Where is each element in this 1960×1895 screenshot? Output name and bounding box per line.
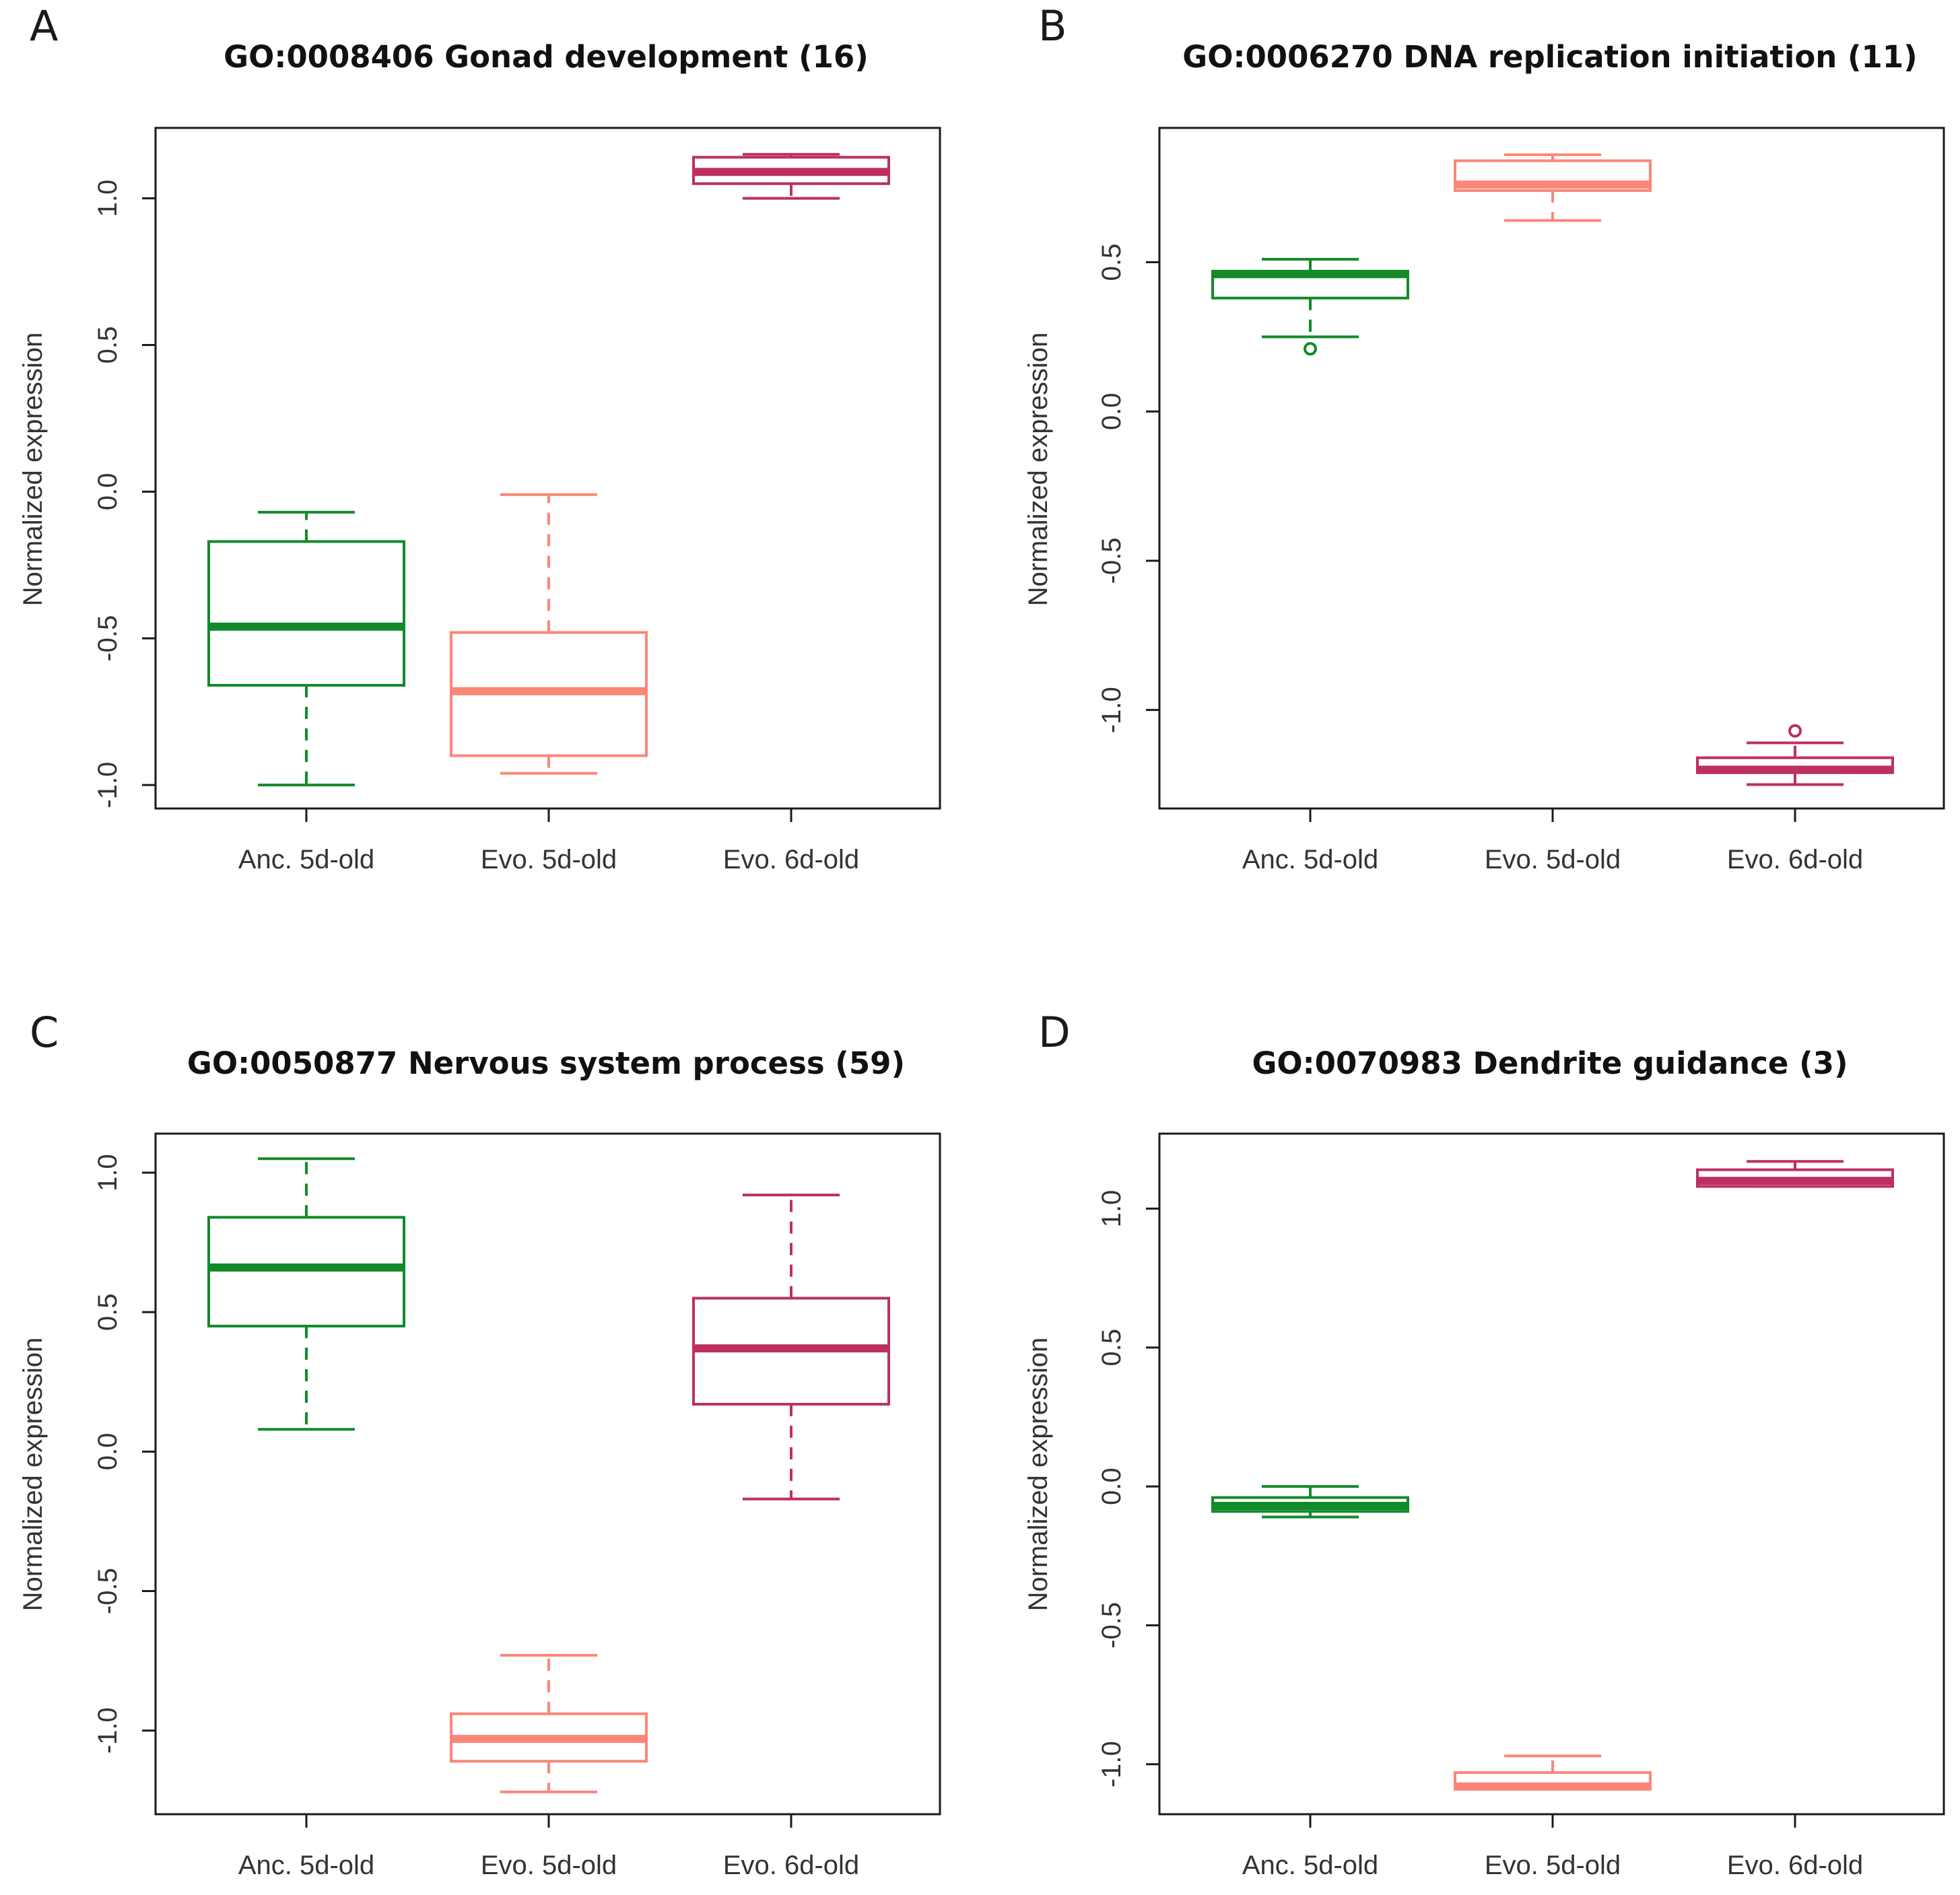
x-axis: Anc. 5d-old Evo. 5d-old Evo. 6d-old <box>1242 808 1863 874</box>
y-tick-label: -0.5 <box>93 1568 123 1614</box>
boxes <box>1211 153 1894 786</box>
y-tick-label: -0.5 <box>93 615 123 662</box>
x-tick-label: Anc. 5d-old <box>1242 1851 1378 1880</box>
y-tick-label: -1.0 <box>1097 687 1126 733</box>
box-evo-5d <box>1454 1754 1652 1791</box>
y-tick-label: -0.5 <box>1097 1602 1126 1649</box>
x-tick-label: Evo. 6d-old <box>723 845 859 874</box>
y-axis: -1.0 -0.5 0.0 0.5 1.0 <box>93 180 156 808</box>
plot-frame <box>1158 127 1945 810</box>
x-axis: Anc. 5d-old Evo. 5d-old Evo. 6d-old <box>238 808 859 874</box>
panel-title: GO:0070983 Dendrite guidance (3) <box>1252 1045 1848 1081</box>
x-tick-label: Anc. 5d-old <box>1242 845 1378 874</box>
y-tick-label: 1.0 <box>1097 1190 1126 1228</box>
x-tick-label: Evo. 5d-old <box>481 845 617 874</box>
y-tick-label: -1.0 <box>93 762 123 808</box>
y-tick-label: 0.0 <box>1097 392 1126 430</box>
box-anc-5d <box>207 510 405 787</box>
y-tick-label: 1.0 <box>93 1154 123 1192</box>
boxes <box>207 153 890 787</box>
x-tick-label: Anc. 5d-old <box>238 1851 374 1880</box>
x-tick-label: Evo. 6d-old <box>1727 1851 1863 1880</box>
y-axis: -1.0 -0.5 0.0 0.5 1.0 <box>1097 1190 1159 1787</box>
boxes <box>1211 1160 1894 1791</box>
box-evo-6d <box>1696 1160 1894 1188</box>
y-tick-label: -1.0 <box>1097 1741 1126 1787</box>
x-tick-label: Evo. 6d-old <box>723 1851 859 1880</box>
x-tick-label: Evo. 5d-old <box>1485 1851 1621 1880</box>
x-tick-label: Anc. 5d-old <box>238 845 374 874</box>
panel-letter: C <box>30 1008 59 1057</box>
y-axis-label: Normalized expression <box>18 333 48 607</box>
y-axis-label: Normalized expression <box>1023 333 1053 607</box>
y-tick-label: 0.5 <box>93 326 123 364</box>
y-tick-label: -1.0 <box>93 1707 123 1754</box>
box-evo-5d <box>1454 153 1652 222</box>
box-evo-6d <box>692 1194 890 1501</box>
panel-c: C GO:0050877 Nervous system process (59)… <box>18 1008 941 1880</box>
panel-title: GO:0050877 Nervous system process (59) <box>187 1045 905 1081</box>
y-tick-label: 0.0 <box>93 473 123 511</box>
outlier-point <box>1788 724 1802 738</box>
y-tick-label: 0.5 <box>93 1293 123 1331</box>
y-axis: -1.0 -0.5 0.0 0.5 <box>1097 244 1159 733</box>
box-evo-6d <box>1696 724 1894 786</box>
y-axis-label: Normalized expression <box>1023 1338 1053 1612</box>
box-evo-6d <box>692 153 890 200</box>
x-tick-label: Evo. 5d-old <box>481 1851 617 1880</box>
outlier-point <box>1304 342 1317 356</box>
plot-frame <box>1158 1132 1945 1816</box>
x-axis: Anc. 5d-old Evo. 5d-old Evo. 6d-old <box>1242 1814 1863 1880</box>
panel-title: GO:0008406 Gonad development (16) <box>224 39 869 75</box>
y-axis-label: Normalized expression <box>18 1338 48 1612</box>
panel-a: A GO:0008406 Gonad development (16) Norm… <box>18 1 941 874</box>
y-tick-label: 0.0 <box>93 1433 123 1471</box>
box-anc-5d <box>207 1157 405 1431</box>
y-tick-label: 0.5 <box>1097 1329 1126 1367</box>
box-anc-5d <box>1211 1485 1409 1519</box>
x-axis: Anc. 5d-old Evo. 5d-old Evo. 6d-old <box>238 1814 859 1880</box>
y-axis: -1.0 -0.5 0.0 0.5 1.0 <box>93 1154 156 1754</box>
boxes <box>207 1157 890 1793</box>
box-iqr <box>207 1216 405 1328</box>
box-anc-5d <box>1211 258 1409 356</box>
y-tick-label: 0.0 <box>1097 1468 1126 1505</box>
box-evo-5d <box>450 493 648 775</box>
y-tick-label: 1.0 <box>93 180 123 217</box>
panel-title: GO:0006270 DNA replication initiation (1… <box>1182 39 1917 75</box>
panel-b: B GO:0006270 DNA replication initiation … <box>1023 1 1945 874</box>
x-tick-label: Evo. 5d-old <box>1485 845 1621 874</box>
y-tick-label: 0.5 <box>1097 244 1126 281</box>
panel-letter: D <box>1038 1008 1071 1057</box>
box-iqr <box>207 540 405 687</box>
y-tick-label: -0.5 <box>1097 537 1126 584</box>
panel-letter: A <box>30 1 58 50</box>
panel-d: D GO:0070983 Dendrite guidance (3) Norma… <box>1023 1008 1945 1880</box>
x-tick-label: Evo. 6d-old <box>1727 845 1863 874</box>
box-evo-5d <box>450 1653 648 1793</box>
panel-letter: B <box>1038 1 1067 50</box>
